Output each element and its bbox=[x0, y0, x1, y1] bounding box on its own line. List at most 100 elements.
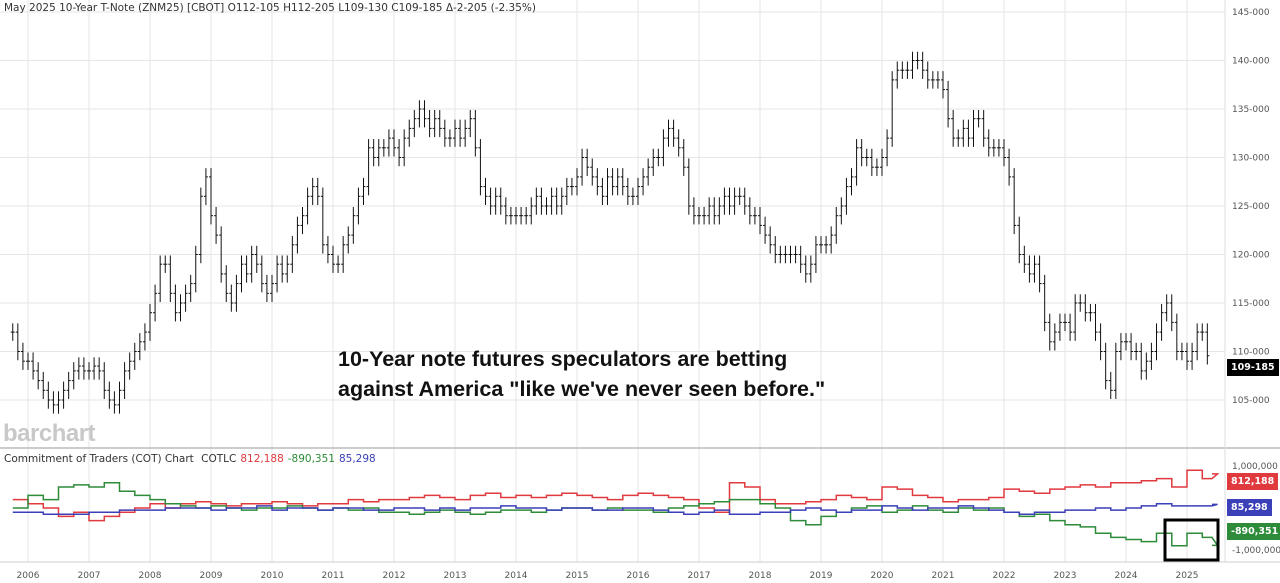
price-bar bbox=[1063, 313, 1067, 332]
price-bar bbox=[153, 284, 158, 322]
x-tick-label: 2021 bbox=[932, 571, 955, 581]
cot-code: COTLC bbox=[201, 453, 237, 465]
x-tick-label: 2012 bbox=[383, 571, 406, 581]
price-bar bbox=[1012, 168, 1017, 235]
price-bar bbox=[727, 187, 732, 215]
price-bar bbox=[229, 284, 234, 312]
price-bar bbox=[1088, 303, 1093, 322]
x-tick-label: 2013 bbox=[444, 571, 467, 581]
price-bar bbox=[1134, 342, 1139, 361]
x-tick-label: 2024 bbox=[1115, 571, 1138, 581]
price-bar bbox=[1083, 294, 1088, 322]
price-bar bbox=[783, 245, 788, 264]
price-bar bbox=[519, 206, 524, 225]
price-bar bbox=[829, 226, 834, 254]
price-bar bbox=[1139, 342, 1144, 380]
price-bar bbox=[778, 245, 783, 264]
x-tick-label: 2019 bbox=[810, 571, 833, 581]
cot-red-label: 812,188 bbox=[1227, 473, 1279, 490]
x-tick-label: 2022 bbox=[993, 571, 1016, 581]
price-bar bbox=[193, 245, 198, 293]
price-bar bbox=[214, 206, 219, 244]
price-bar bbox=[163, 255, 168, 273]
price-bar bbox=[1174, 313, 1179, 361]
price-bar bbox=[46, 381, 51, 409]
price-bar bbox=[981, 109, 986, 147]
price-bar bbox=[534, 187, 539, 215]
cot-title: Commitment of Traders (COT) Chart bbox=[4, 453, 194, 465]
price-bar bbox=[575, 168, 579, 196]
price-bar bbox=[915, 51, 920, 70]
price-bar bbox=[224, 265, 229, 303]
price-bar bbox=[386, 129, 391, 157]
price-bar bbox=[854, 139, 859, 186]
price-bar bbox=[468, 109, 473, 138]
price-bar bbox=[610, 168, 615, 196]
price-bar bbox=[417, 100, 422, 128]
price-bar bbox=[935, 71, 940, 89]
price-bar bbox=[290, 236, 295, 273]
price-bar bbox=[371, 139, 376, 167]
y-tick-label: 105-000 bbox=[1232, 396, 1270, 406]
x-tick-label: 2020 bbox=[871, 571, 894, 581]
price-bar bbox=[36, 362, 41, 390]
price-bar bbox=[1057, 313, 1062, 341]
price-bar bbox=[381, 139, 386, 157]
price-bar bbox=[346, 226, 351, 254]
price-bar bbox=[717, 197, 722, 225]
price-bar bbox=[503, 197, 508, 225]
price-bar bbox=[707, 197, 712, 225]
price-bar bbox=[1154, 323, 1159, 361]
price-bar bbox=[203, 168, 208, 206]
price-bar bbox=[864, 148, 869, 167]
x-tick-label: 2017 bbox=[688, 571, 711, 581]
price-bar bbox=[15, 323, 20, 361]
y-tick-label: 115-000 bbox=[1232, 299, 1270, 309]
price-bar bbox=[142, 323, 147, 351]
price-bar bbox=[219, 226, 224, 283]
price-bar bbox=[737, 187, 742, 206]
price-bar bbox=[239, 255, 244, 293]
price-bar bbox=[1118, 333, 1123, 361]
price-bar bbox=[966, 119, 971, 147]
price-bar bbox=[92, 357, 97, 380]
price-bar bbox=[1073, 294, 1078, 341]
price-bar bbox=[1149, 342, 1154, 370]
price-bar bbox=[1205, 323, 1210, 365]
price-bar bbox=[1002, 139, 1006, 167]
price-bar bbox=[758, 206, 762, 235]
price-bar bbox=[259, 255, 264, 293]
price-bar bbox=[341, 236, 346, 273]
price-bar bbox=[234, 274, 239, 312]
price-bar bbox=[895, 61, 900, 89]
price-bar bbox=[788, 245, 793, 264]
price-bar bbox=[1124, 333, 1128, 351]
price-bar bbox=[498, 187, 503, 215]
price-bar bbox=[336, 255, 341, 273]
change-value: Δ-2-205 (-2.35%) bbox=[445, 2, 536, 14]
price-bar bbox=[813, 236, 818, 273]
price-bar bbox=[544, 197, 549, 215]
price-bar bbox=[280, 255, 285, 283]
price-bar bbox=[1159, 303, 1164, 341]
annotation: 10-Year note futures speculators are bet… bbox=[338, 344, 825, 404]
price-bar bbox=[925, 61, 930, 89]
price-bar bbox=[641, 168, 646, 196]
price-bar bbox=[620, 168, 625, 196]
cot-header: Commitment of Traders (COT) Chart COTLC 8… bbox=[4, 453, 380, 465]
price-bar bbox=[752, 206, 757, 225]
price-bar bbox=[402, 129, 407, 167]
price-bar bbox=[676, 129, 681, 157]
price-bar bbox=[585, 148, 590, 176]
price-bar bbox=[1098, 323, 1103, 361]
price-bar bbox=[615, 168, 620, 196]
cot-value-red: 812,188 bbox=[240, 453, 284, 465]
price-bar bbox=[331, 245, 335, 273]
cot-series-line-green bbox=[12, 482, 1219, 547]
barchart-logo: barchart bbox=[3, 420, 96, 447]
price-bar bbox=[671, 119, 676, 147]
x-tick-label: 2025 bbox=[1176, 571, 1199, 581]
price-bar bbox=[732, 187, 737, 215]
price-bar bbox=[885, 129, 890, 167]
x-tick-label: 2011 bbox=[322, 571, 345, 581]
